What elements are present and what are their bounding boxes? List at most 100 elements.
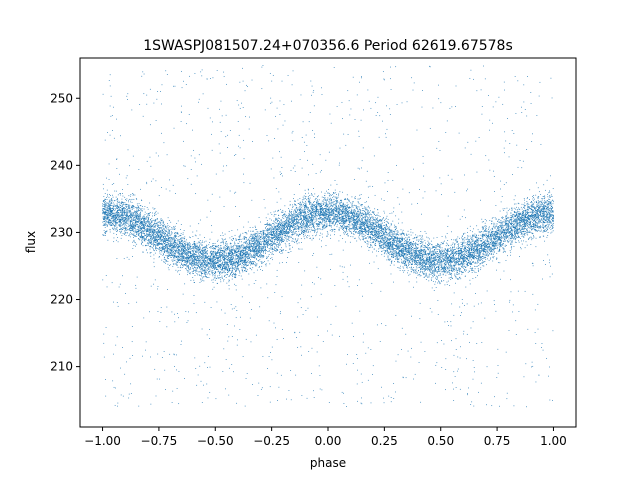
data-point [454,260,455,262]
data-point [305,220,307,222]
data-point [547,205,549,207]
data-point [541,347,542,349]
data-point [160,307,162,309]
data-point [319,238,320,240]
data-point [509,231,511,233]
data-point [487,231,489,233]
data-point [296,243,298,245]
data-point [258,235,260,236]
data-point [246,233,248,235]
data-point [416,244,418,245]
data-point [230,258,232,260]
data-point [214,247,215,249]
data-point [232,274,233,275]
data-point [150,255,152,257]
data-point [169,248,171,250]
data-point [329,218,331,220]
data-point [118,221,120,222]
data-point [367,224,369,226]
data-point [398,246,400,248]
data-point [251,245,253,247]
data-point [306,223,308,225]
data-point [200,280,202,282]
data-point [121,230,123,232]
data-point [125,218,127,220]
data-point [272,237,273,238]
data-point [307,216,309,218]
data-point [160,219,162,221]
data-point [198,271,200,273]
data-point [499,237,500,238]
data-point [357,206,359,208]
data-point [341,204,342,206]
data-point [447,257,449,259]
data-point [157,212,159,214]
data-point [201,69,203,71]
data-point [292,221,294,223]
data-point [476,240,478,242]
data-point [170,247,172,249]
data-point [255,241,257,243]
data-point [550,224,552,226]
data-point [502,208,504,210]
data-point [370,224,372,226]
data-point [123,226,125,228]
data-point [325,159,327,161]
data-point [194,269,196,271]
data-point [309,201,311,203]
data-point [249,227,251,228]
data-point [161,251,163,253]
data-point [466,394,468,396]
data-point [135,222,136,224]
data-point [260,287,262,289]
data-point [414,253,416,254]
data-point [241,262,243,263]
data-point [223,257,225,258]
data-point [187,270,189,272]
data-point [439,282,441,284]
data-point [450,247,451,249]
data-point [289,222,291,224]
data-point [231,262,232,264]
data-point [345,207,346,209]
data-point [197,262,199,263]
data-point [137,224,139,225]
data-point [179,243,180,245]
data-point [340,213,342,215]
data-point [402,253,403,254]
data-point [361,403,363,405]
data-point [219,152,221,154]
data-point [186,262,188,264]
data-point [151,220,153,221]
data-point [180,233,182,235]
data-point [127,219,129,221]
data-point [179,253,181,255]
data-point [444,259,445,260]
data-point [324,218,326,220]
data-point [487,243,489,245]
data-point [455,253,457,254]
data-point [164,245,166,247]
data-point [424,254,426,256]
data-point [358,216,360,218]
data-points [102,65,554,408]
data-point [361,228,363,230]
data-point [254,264,256,266]
data-point [297,234,299,236]
data-point [484,256,486,258]
data-point [294,232,296,234]
data-point [171,252,172,254]
data-point [393,233,395,235]
data-point [470,262,472,264]
data-point [210,256,211,258]
data-point [240,233,242,235]
data-point [449,277,451,278]
data-point [266,230,268,232]
data-point [386,250,387,252]
data-point [473,405,475,407]
data-point [361,214,363,216]
data-point [506,220,508,222]
data-point [537,226,538,228]
data-point [445,269,447,271]
data-point [351,218,353,220]
